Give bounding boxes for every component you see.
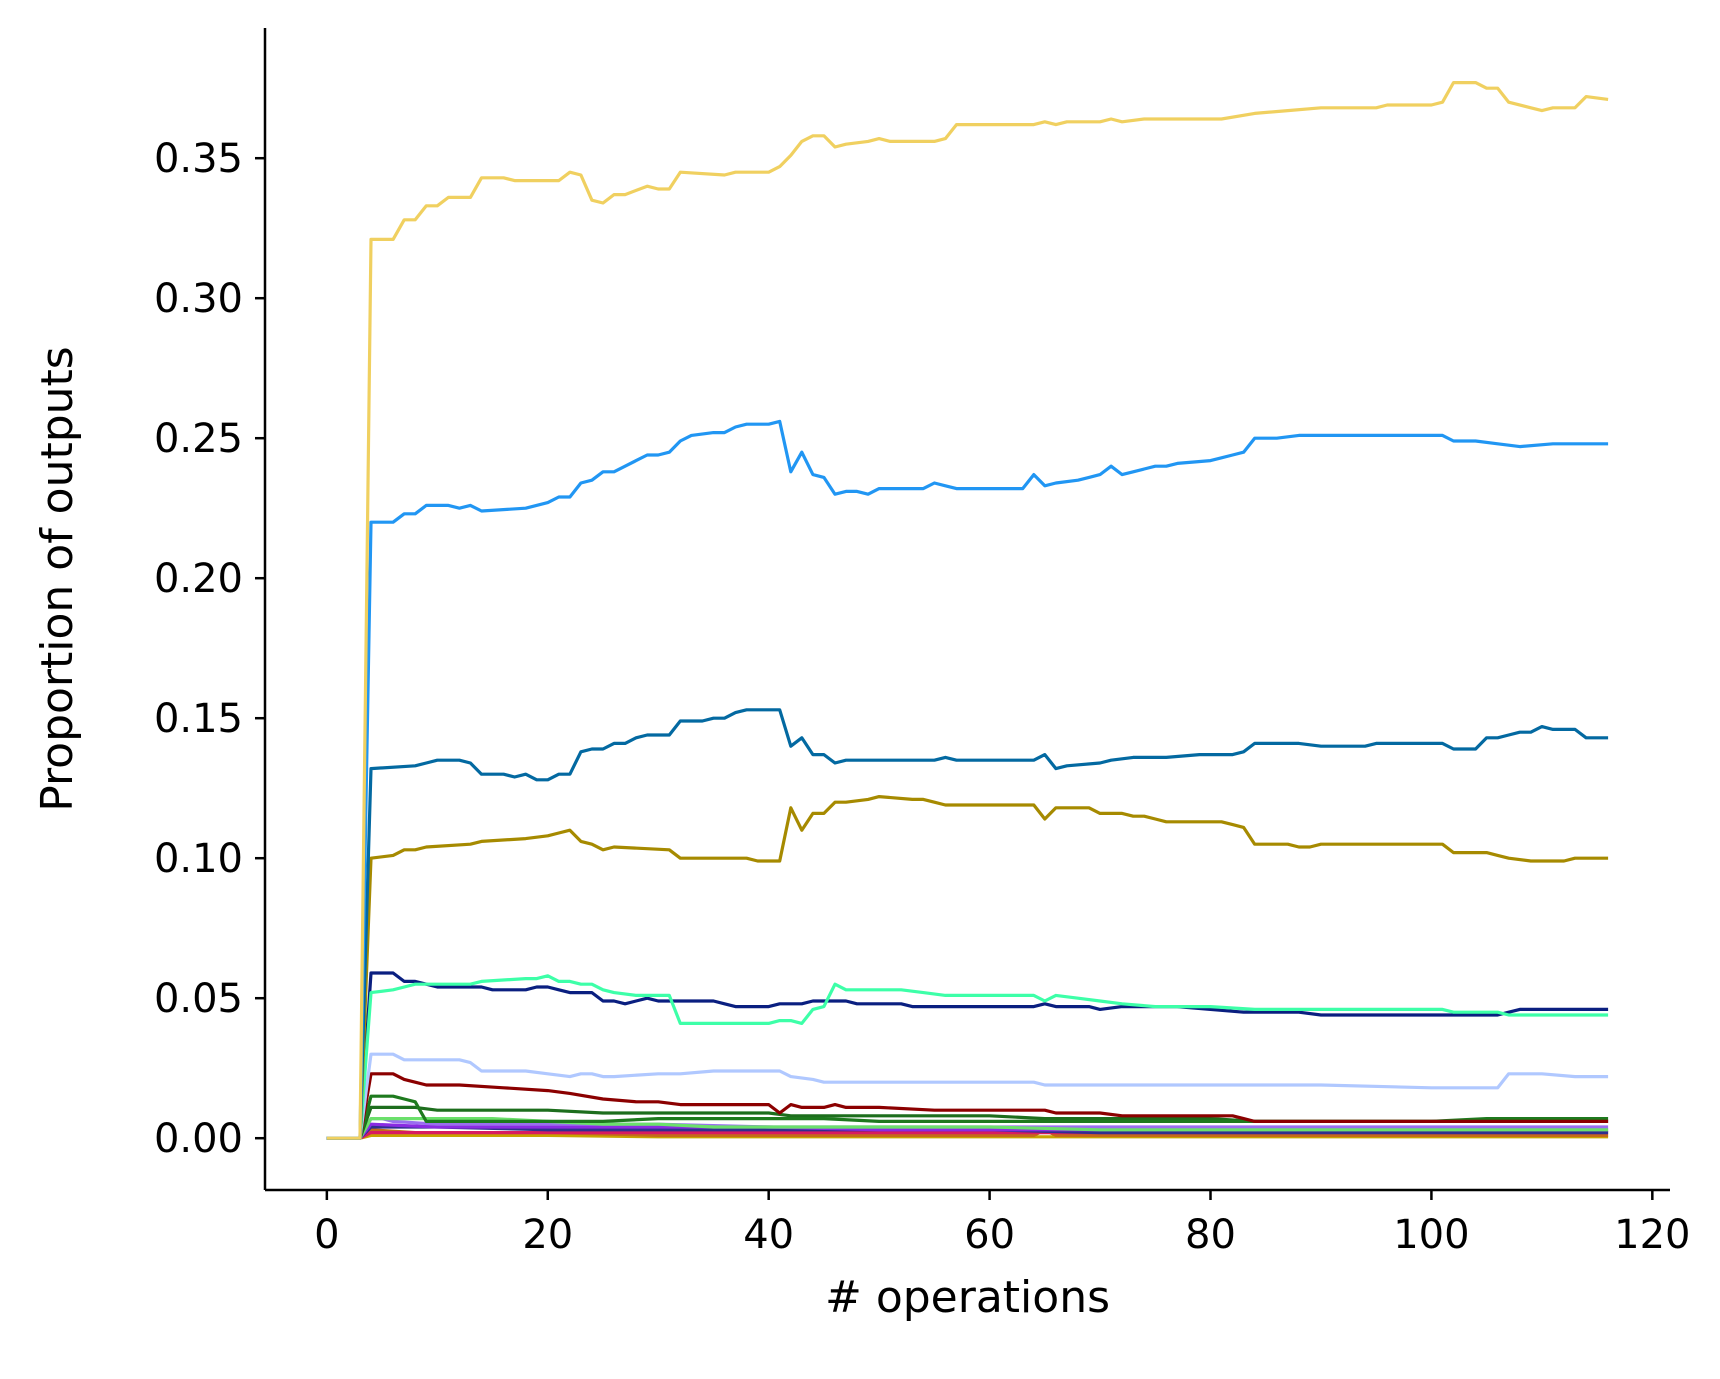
y-tick-label: 0.25 — [154, 416, 243, 462]
series-line-7 — [326, 1052, 1609, 1140]
x-tick-label: 120 — [1614, 1212, 1690, 1258]
series-layer — [326, 80, 1609, 1140]
y-tick-label: 0.15 — [154, 696, 243, 742]
series-line-16 — [326, 1128, 1609, 1140]
x-tick-label: 60 — [964, 1212, 1015, 1258]
x-tick-label: 40 — [743, 1212, 794, 1258]
series-line-3 — [326, 708, 1609, 1140]
ticks-layer: 0 20 40 60 80 100 120 0.00 0.05 0.10 0.15 0.20 0.25 0… — [154, 136, 1691, 1258]
series-line-5 — [326, 974, 1609, 1140]
y-tick-label: 0.20 — [154, 556, 243, 602]
series-line-4 — [326, 794, 1609, 1140]
x-tick-label: 20 — [522, 1212, 573, 1258]
y-tick-label: 0.30 — [154, 276, 243, 322]
x-tick-label: 80 — [1185, 1212, 1236, 1258]
y-axis-label: Proportion of outputs — [32, 346, 83, 811]
series-line-2 — [326, 419, 1609, 1140]
x-tick-label: 100 — [1393, 1212, 1469, 1258]
y-tick-label: 0.10 — [154, 836, 243, 882]
series-line-1 — [326, 80, 1609, 1140]
series-line-6 — [326, 971, 1609, 1140]
axes-layer — [263, 28, 1670, 1192]
x-tick-label: 0 — [314, 1212, 339, 1258]
y-tick-label: 0.35 — [154, 136, 243, 182]
x-axis-label: # operations — [825, 1272, 1110, 1323]
y-tick-label: 0.05 — [154, 976, 243, 1022]
series-line-8 — [326, 1072, 1609, 1140]
series-line-11 — [326, 1116, 1609, 1140]
y-tick-label: 0.00 — [154, 1116, 243, 1162]
